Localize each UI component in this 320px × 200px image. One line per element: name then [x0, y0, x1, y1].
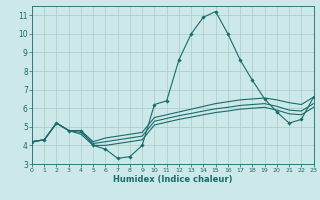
X-axis label: Humidex (Indice chaleur): Humidex (Indice chaleur): [113, 175, 233, 184]
